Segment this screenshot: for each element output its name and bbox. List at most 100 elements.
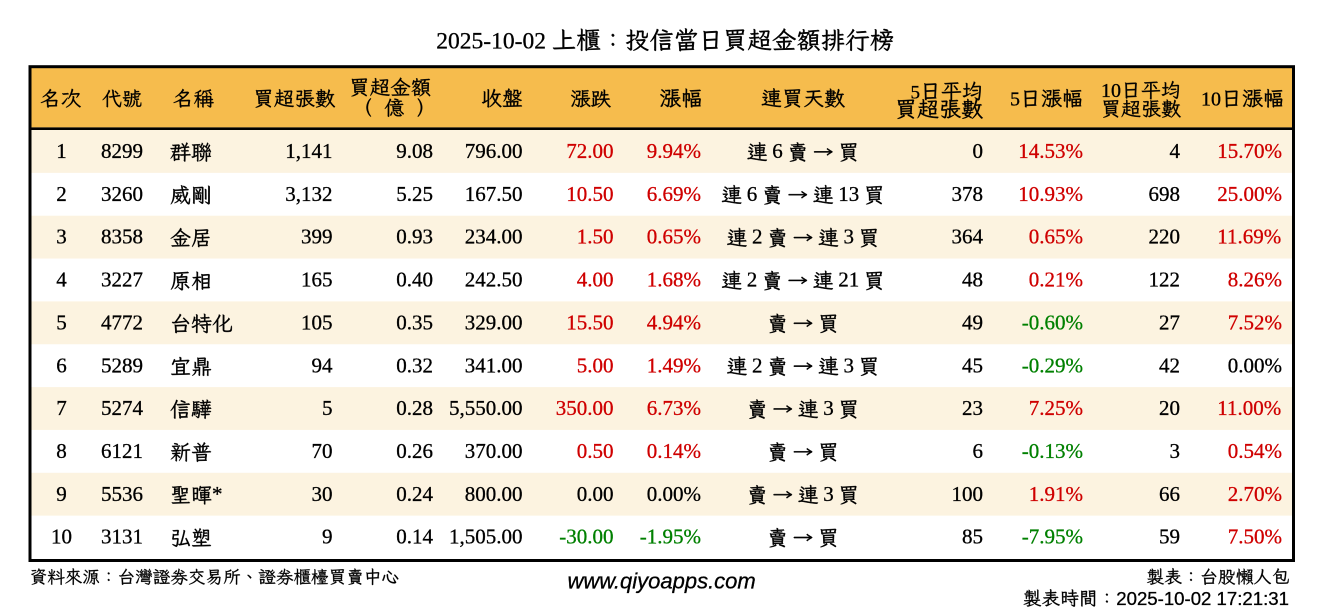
svg-text:7.25%: 7.25% [1029, 396, 1083, 420]
svg-text:59: 59 [1159, 525, 1180, 549]
svg-text:-0.13%: -0.13% [1022, 439, 1083, 463]
svg-text:4: 4 [1170, 139, 1181, 163]
svg-text:329.00: 329.00 [465, 310, 523, 334]
svg-text:0.28: 0.28 [396, 396, 433, 420]
svg-text:42: 42 [1159, 353, 1180, 377]
svg-text:27: 27 [1159, 310, 1180, 334]
svg-text:8: 8 [56, 439, 67, 463]
svg-text:0.65%: 0.65% [647, 225, 701, 249]
svg-text:13: 13 [838, 182, 859, 206]
svg-text:10: 10 [51, 525, 72, 549]
svg-text:-30.00: -30.00 [559, 525, 613, 549]
svg-text:94: 94 [312, 353, 334, 377]
svg-text:5536: 5536 [101, 482, 143, 506]
svg-text:21: 21 [838, 268, 859, 292]
svg-text:0.14: 0.14 [396, 525, 433, 549]
svg-text:341.00: 341.00 [465, 353, 523, 377]
svg-text:9.94%: 9.94% [647, 139, 701, 163]
svg-text:0.24: 0.24 [396, 482, 433, 506]
svg-text:23: 23 [962, 396, 983, 420]
svg-text:6121: 6121 [101, 439, 143, 463]
svg-text:85: 85 [962, 525, 983, 549]
svg-text:399: 399 [301, 225, 333, 249]
svg-text:0.00%: 0.00% [647, 482, 701, 506]
svg-text:105: 105 [301, 310, 333, 334]
svg-text:3131: 3131 [101, 525, 143, 549]
svg-text:72.00: 72.00 [566, 139, 613, 163]
svg-text:10.93%: 10.93% [1018, 182, 1083, 206]
svg-text:45: 45 [962, 353, 983, 377]
svg-text:14.53%: 14.53% [1018, 139, 1083, 163]
svg-text:6: 6 [973, 439, 984, 463]
svg-text:5274: 5274 [101, 396, 144, 420]
svg-text:0.21%: 0.21% [1029, 268, 1083, 292]
svg-text:2: 2 [747, 268, 758, 292]
svg-text:7.52%: 7.52% [1228, 310, 1282, 334]
svg-text:10: 10 [1201, 89, 1221, 111]
svg-text:3,132: 3,132 [285, 182, 332, 206]
svg-text:3260: 3260 [101, 182, 143, 206]
svg-text:-1.95%: -1.95% [640, 525, 701, 549]
svg-text:25.00%: 25.00% [1217, 182, 1282, 206]
svg-text:9: 9 [322, 525, 333, 549]
svg-text:220: 220 [1149, 225, 1181, 249]
svg-text:5: 5 [911, 83, 921, 104]
svg-text:3: 3 [823, 482, 834, 506]
svg-text:5289: 5289 [101, 353, 143, 377]
svg-text:0.50: 0.50 [577, 439, 614, 463]
svg-text:5: 5 [1010, 89, 1020, 111]
svg-text:0.35: 0.35 [396, 310, 433, 334]
svg-text:1.68%: 1.68% [647, 268, 701, 292]
svg-text:5,550.00: 5,550.00 [449, 396, 523, 420]
svg-text:66: 66 [1159, 482, 1180, 506]
svg-text:1.91%: 1.91% [1029, 482, 1083, 506]
svg-text:167.50: 167.50 [465, 182, 523, 206]
svg-text:6: 6 [772, 139, 783, 163]
svg-text:100: 100 [952, 482, 984, 506]
svg-text:242.50: 242.50 [465, 268, 523, 292]
svg-text:1.50: 1.50 [577, 225, 614, 249]
svg-text:0.40: 0.40 [396, 268, 433, 292]
svg-text:698: 698 [1149, 182, 1181, 206]
svg-text:800.00: 800.00 [465, 482, 523, 506]
svg-text:364: 364 [952, 225, 984, 249]
svg-text:2.70%: 2.70% [1228, 482, 1282, 506]
svg-text:6.69%: 6.69% [647, 182, 701, 206]
svg-text:5.25: 5.25 [396, 182, 433, 206]
svg-text:6.73%: 6.73% [647, 396, 701, 420]
svg-text:*: * [212, 482, 223, 506]
svg-text:7.50%: 7.50% [1228, 525, 1282, 549]
svg-text:2025-10-02: 2025-10-02 [436, 29, 546, 55]
svg-text:122: 122 [1149, 268, 1181, 292]
svg-text:0.32: 0.32 [396, 353, 433, 377]
svg-text:0.54%: 0.54% [1228, 439, 1282, 463]
svg-text:3: 3 [844, 353, 855, 377]
svg-text:1,141: 1,141 [285, 139, 332, 163]
svg-text:165: 165 [301, 268, 333, 292]
svg-text:370.00: 370.00 [465, 439, 523, 463]
svg-text:70: 70 [312, 439, 333, 463]
svg-text:0.65%: 0.65% [1029, 225, 1083, 249]
svg-text:0.14%: 0.14% [647, 439, 701, 463]
svg-text:5: 5 [322, 396, 333, 420]
svg-text:1,505.00: 1,505.00 [449, 525, 523, 549]
svg-text:10.50: 10.50 [566, 182, 613, 206]
svg-text:20: 20 [1159, 396, 1180, 420]
svg-text:11.69%: 11.69% [1217, 225, 1281, 249]
svg-text:-0.29%: -0.29% [1022, 353, 1083, 377]
svg-text:15.50: 15.50 [566, 310, 613, 334]
svg-text:8.26%: 8.26% [1228, 268, 1282, 292]
svg-text:www.qiyoapps.com: www.qiyoapps.com [567, 569, 755, 594]
svg-text:1.49%: 1.49% [647, 353, 701, 377]
svg-text:-7.95%: -7.95% [1022, 525, 1083, 549]
svg-text:30: 30 [312, 482, 333, 506]
svg-text:234.00: 234.00 [465, 225, 523, 249]
svg-text:3: 3 [823, 396, 834, 420]
svg-text:0.00%: 0.00% [1228, 353, 1282, 377]
svg-text:5: 5 [56, 310, 67, 334]
svg-text:5.00: 5.00 [577, 353, 614, 377]
svg-text:0.93: 0.93 [396, 225, 433, 249]
svg-text:4772: 4772 [101, 310, 143, 334]
svg-text:6: 6 [747, 182, 758, 206]
svg-text:350.00: 350.00 [556, 396, 614, 420]
